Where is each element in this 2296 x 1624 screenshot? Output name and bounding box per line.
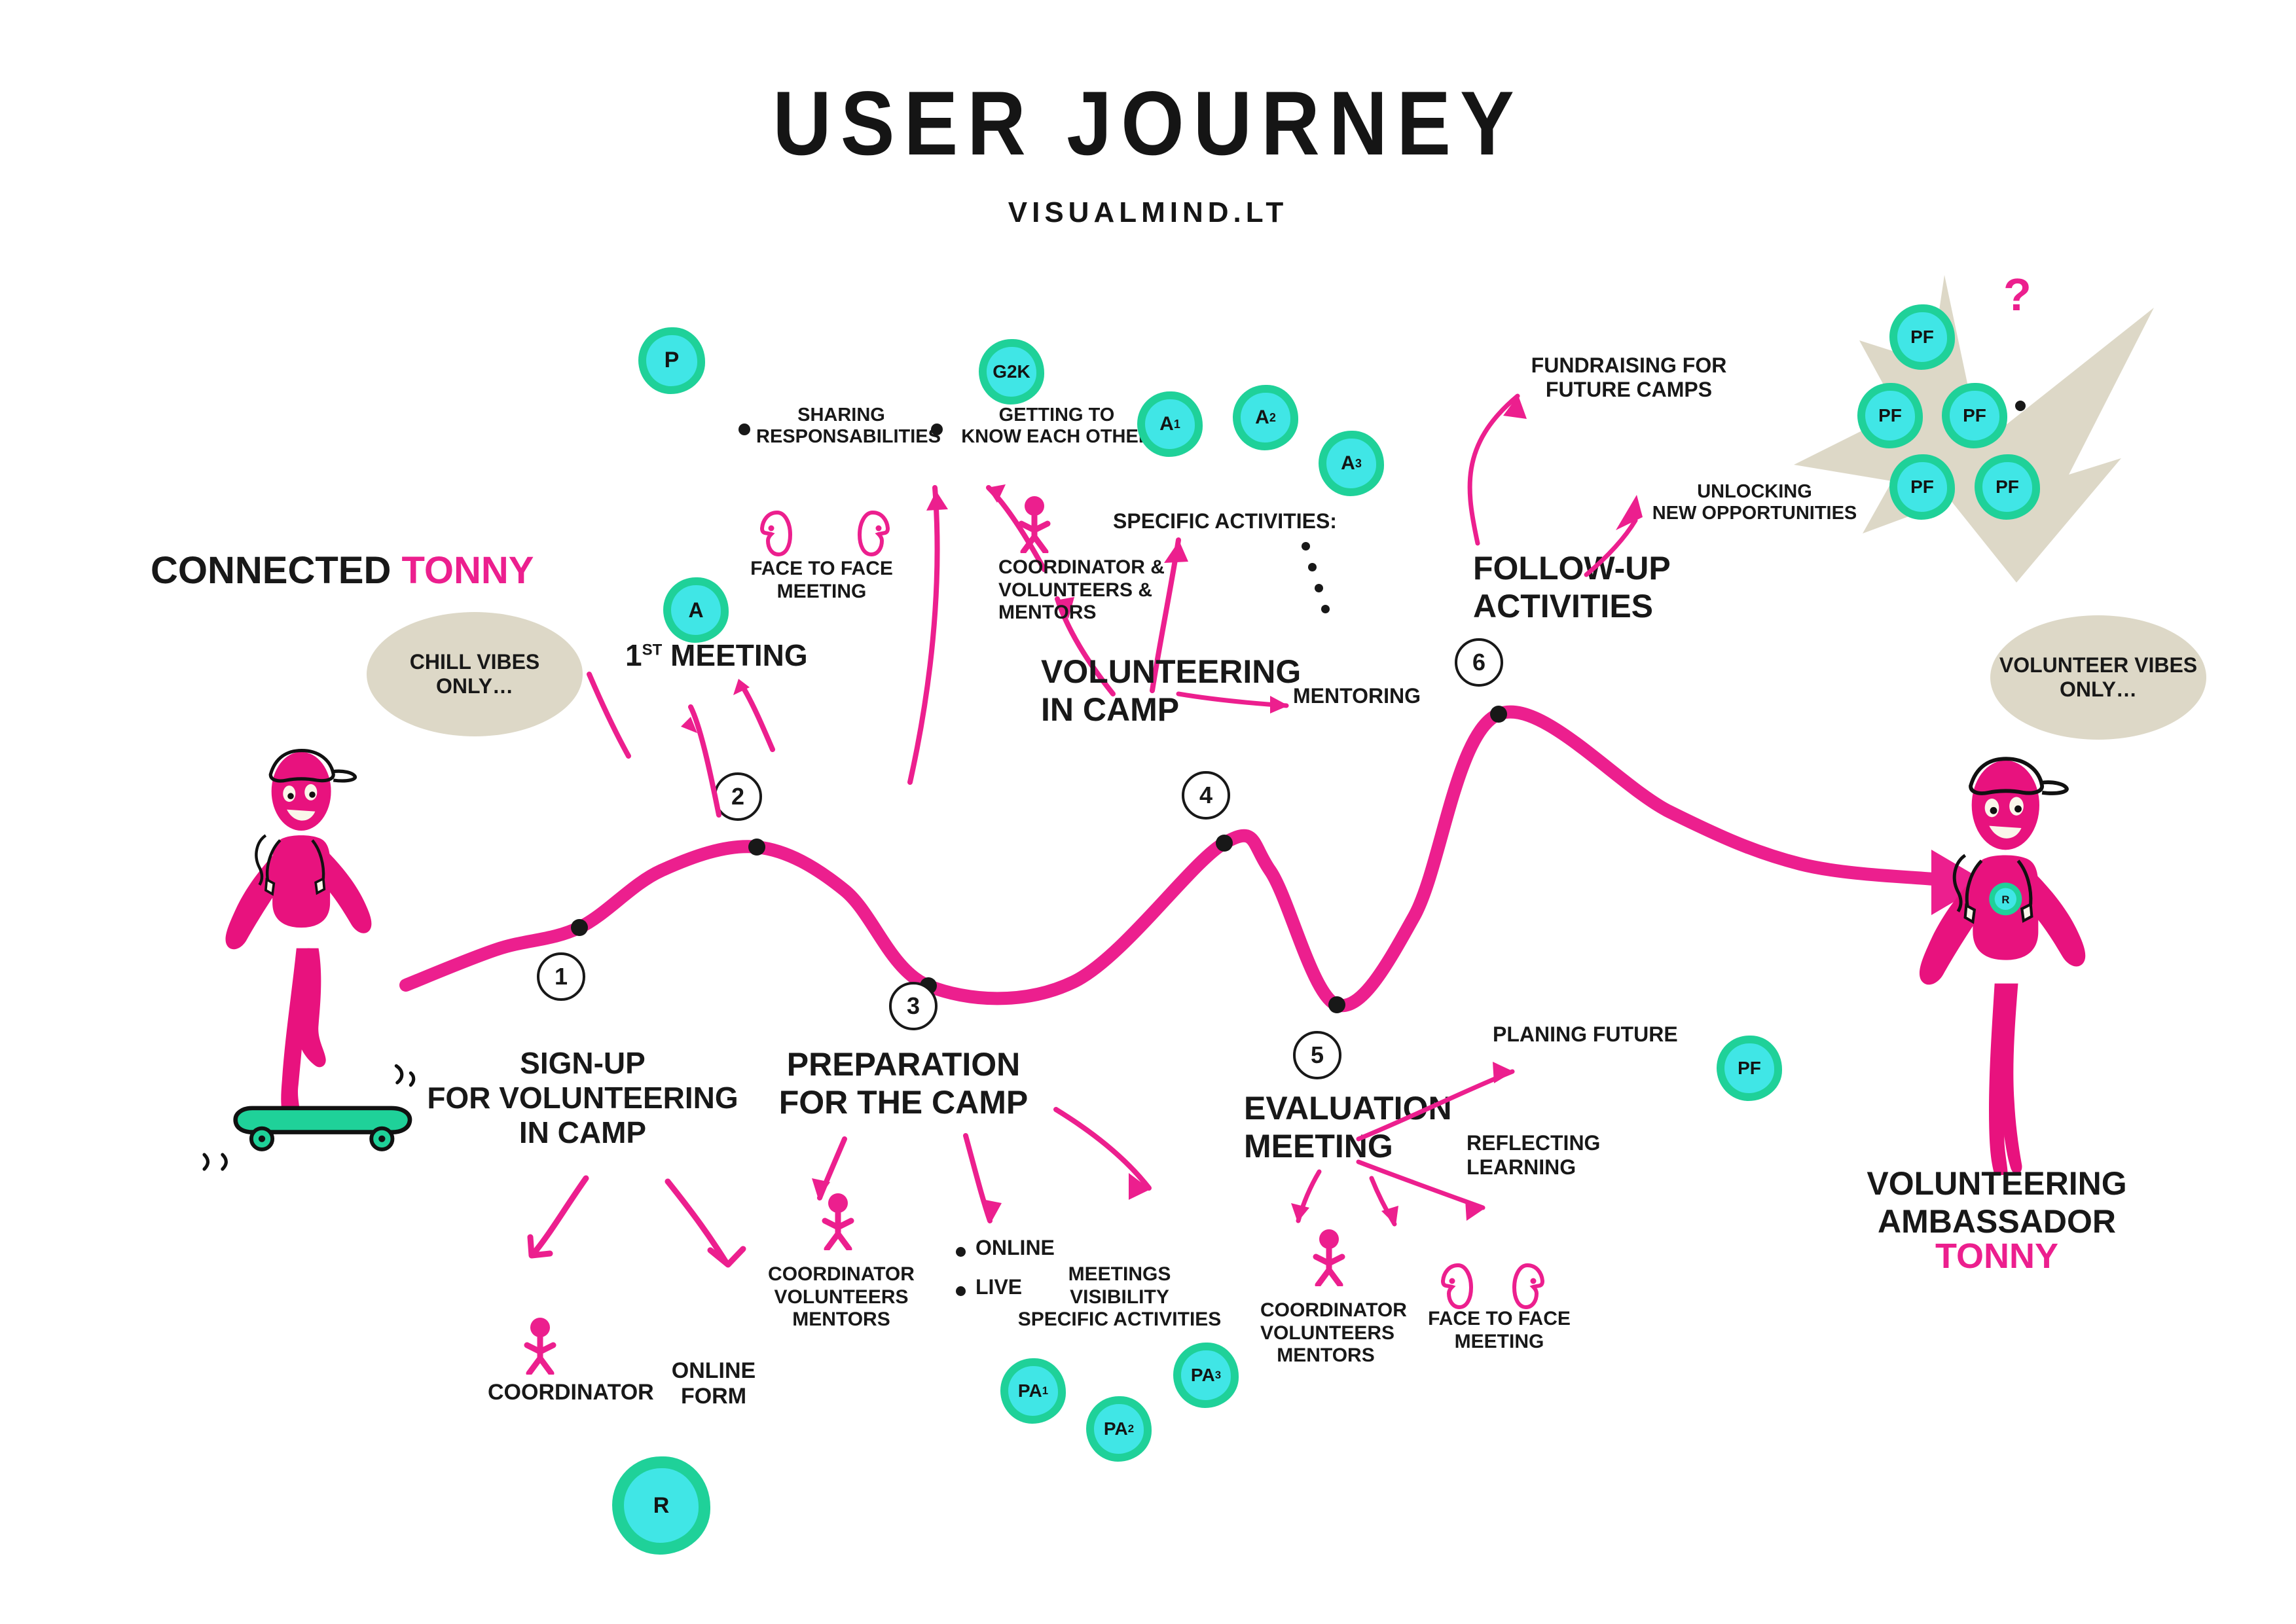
svg-text:R: R	[2001, 893, 2009, 906]
